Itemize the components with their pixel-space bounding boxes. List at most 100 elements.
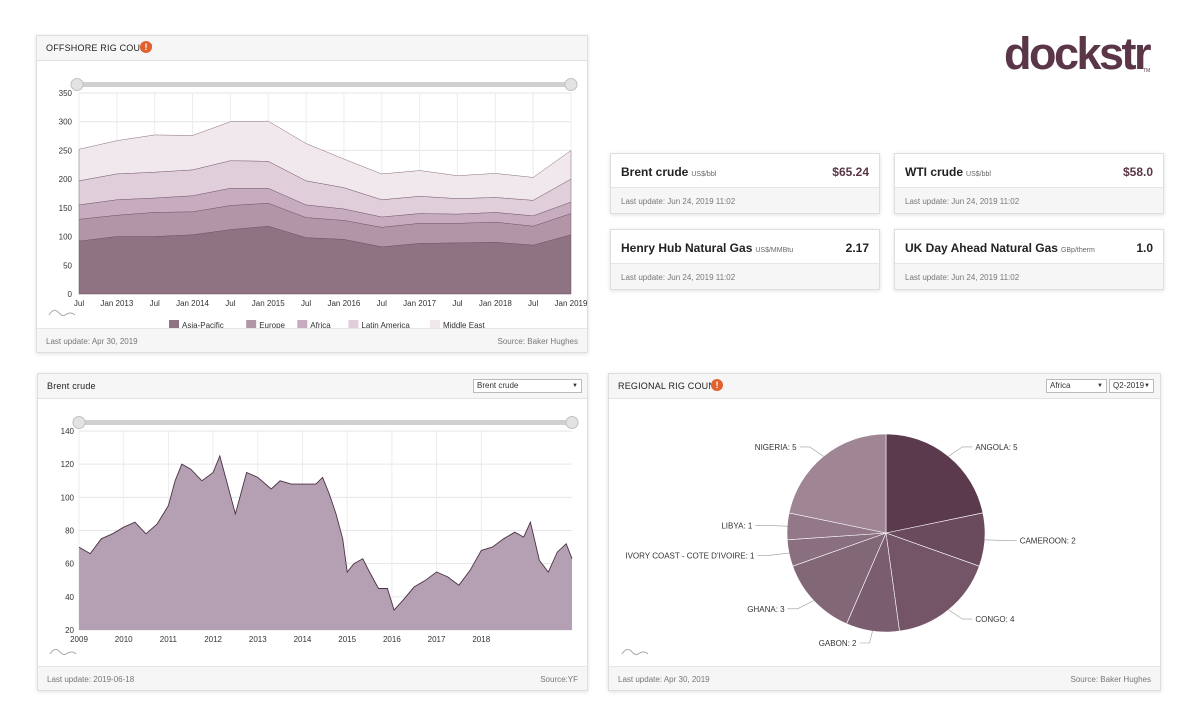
panel-footer: Last update: 2019-06-18 Source:YF [38,666,587,690]
slider-track [79,420,572,425]
x-tick-label: Jul [150,299,160,308]
card-footer: Last update: Jun 24, 2019 11:02 [611,187,879,213]
x-tick-label: 2017 [428,635,446,644]
x-tick-label: Jan 2013 [100,299,133,308]
pie-slice-ghana[interactable] [792,532,887,625]
chevron-down-icon: ▼ [1097,383,1103,389]
source-text: Source: Baker Hughes [497,337,579,346]
slider-handle-right[interactable] [565,416,579,429]
brent-panel-title: Brent crude [47,381,96,391]
offshore-y-axis: 0 50 100 150 200 250 300 350 [59,89,73,299]
slider-handle-left[interactable] [70,78,84,91]
slider-handle-right[interactable] [564,78,578,91]
brent-x-axis: 2009 2010 2011 2012 2013 2014 2015 2016 2017 2018 [70,635,491,644]
last-update-text: Last update: Apr 30, 2019 [46,337,138,346]
x-tick-label: 2014 [294,635,312,644]
pie-label: CONGO: 4 [975,615,1015,624]
card-name: Henry Hub Natural Gas US$/MMBtu [621,241,794,255]
pie-label: ANGOLA: 5 [975,443,1018,452]
legend-item[interactable]: Africa [297,320,331,330]
x-tick-label: Jul [225,299,235,308]
brent-crude-card[interactable]: Brent crude US$/bbl $65.24 Last update: J… [610,153,880,214]
pie-label-connector [755,525,788,527]
card-value: $58.0 [1122,165,1153,179]
x-tick-label: Jul [377,299,387,308]
legend-swatch [297,320,308,330]
brent-area [78,454,573,630]
panel-header: OFFSHORE RIG COUNT ! [37,36,587,61]
legend-item[interactable]: Latin America [348,320,410,330]
card-footer: Last update: Jun 24, 2019 11:02 [895,187,1163,213]
card-value: 2.17 [845,241,869,255]
legend-label: Latin America [361,321,410,330]
legend-item[interactable]: Europe [246,320,286,330]
y-tick-label: 40 [65,593,74,602]
card-value: 1.0 [1136,241,1153,255]
legend-item[interactable]: Asia-Pacific [169,320,224,330]
trademark-mark: TM [1143,68,1151,74]
pie-label: IVORY COAST - COTE D'IVOIRE: 1 [625,552,755,561]
offshore-chart: 0 50 100 150 200 250 300 350 Jul Jan 2013 Jul Jan … [48,78,588,330]
card-footer: Last update: Jun 24, 2019 11:02 [611,263,879,289]
select-value: Q2-2019 [1113,381,1145,390]
pie-label-connector [984,539,1017,541]
legend-label: Middle East [443,321,486,330]
y-tick-label: 300 [59,118,73,127]
pie-label: GHANA: 3 [747,605,785,614]
pie-label-connector [799,446,824,457]
y-tick-label: 140 [61,427,75,436]
legend-item[interactable]: Middle East [429,320,486,330]
card-last-update: Last update: Jun 24, 2019 11:02 [621,197,736,206]
pie-labels: ANGOLA: 5 CAMEROON: 2 CONGO: 4 GABON: 2 GHAN… [625,443,1076,648]
source-text: Source: Baker Hughes [1070,675,1152,684]
card-name: WTI crude US$/bbl [905,165,991,179]
range-slider[interactable] [72,416,579,429]
regional-panel-title: REGIONAL RIG COUNT [618,381,721,391]
legend-label: Africa [310,321,331,330]
chevron-down-icon: ▼ [1144,383,1150,389]
region-select[interactable]: Africa ▼ [1046,379,1107,393]
regional-rig-count-panel: REGIONAL RIG COUNT ! Africa ▼ Q2-2019 ▼ AN… [608,373,1161,691]
uk-day-ahead-card[interactable]: UK Day Ahead Natural Gas GBp/therm 1.0 La… [894,229,1164,290]
card-unit: US$/bbl [966,171,991,178]
navigator-sparkline-icon [49,648,77,656]
x-tick-label: 2016 [383,635,401,644]
x-tick-label: 2015 [338,635,356,644]
x-tick-label: Jan 2019 [555,299,588,308]
y-tick-label: 150 [59,204,73,213]
x-tick-label: Jan 2017 [403,299,436,308]
last-update-text: Last update: Apr 30, 2019 [618,675,710,684]
x-tick-label: Jan 2016 [327,299,360,308]
info-icon[interactable]: ! [711,379,723,391]
range-slider[interactable] [70,78,578,91]
card-last-update: Last update: Jun 24, 2019 11:02 [621,273,736,282]
card-name: UK Day Ahead Natural Gas GBp/therm [905,241,1095,255]
x-tick-label: 2009 [70,635,88,644]
offshore-legend: Asia-Pacific Europe Africa Latin America Mid… [169,320,486,330]
henry-hub-card[interactable]: Henry Hub Natural Gas US$/MMBtu 2.17 Last… [610,229,880,290]
x-tick-label: Jan 2014 [176,299,209,308]
pie-label: LIBYA: 1 [721,521,753,530]
card-unit: US$/MMBtu [755,247,794,254]
pie-slice-angola[interactable] [885,433,984,534]
x-tick-label: Jul [452,299,462,308]
pie-label: CAMEROON: 2 [1020,537,1077,546]
slider-handle-left[interactable] [72,416,86,429]
pie-slice-nigeria[interactable] [788,433,887,534]
y-tick-label: 250 [59,146,73,155]
commodity-select[interactable]: Brent crude ▼ [473,379,582,393]
area-series-asia-pacific [78,226,572,295]
panel-header: Brent crude Brent crude ▼ [38,374,587,399]
pie-label-connector [787,600,814,610]
info-icon[interactable]: ! [140,41,152,53]
pie-slices [786,433,986,633]
brent-crude-panel: Brent crude Brent crude ▼ 20 40 60 80 100 120 1… [37,373,588,691]
card-name: Brent crude US$/bbl [621,165,717,179]
slider-track [77,82,571,87]
pie-label-connector [948,609,973,620]
wti-crude-card[interactable]: WTI crude US$/bbl $58.0 Last update: Jun … [894,153,1164,214]
chevron-down-icon: ▼ [572,383,578,389]
dockstr-logo: dockstr [1004,28,1152,79]
panel-header: REGIONAL RIG COUNT ! Africa ▼ Q2-2019 ▼ [609,374,1160,399]
quarter-select[interactable]: Q2-2019 ▼ [1109,379,1154,393]
